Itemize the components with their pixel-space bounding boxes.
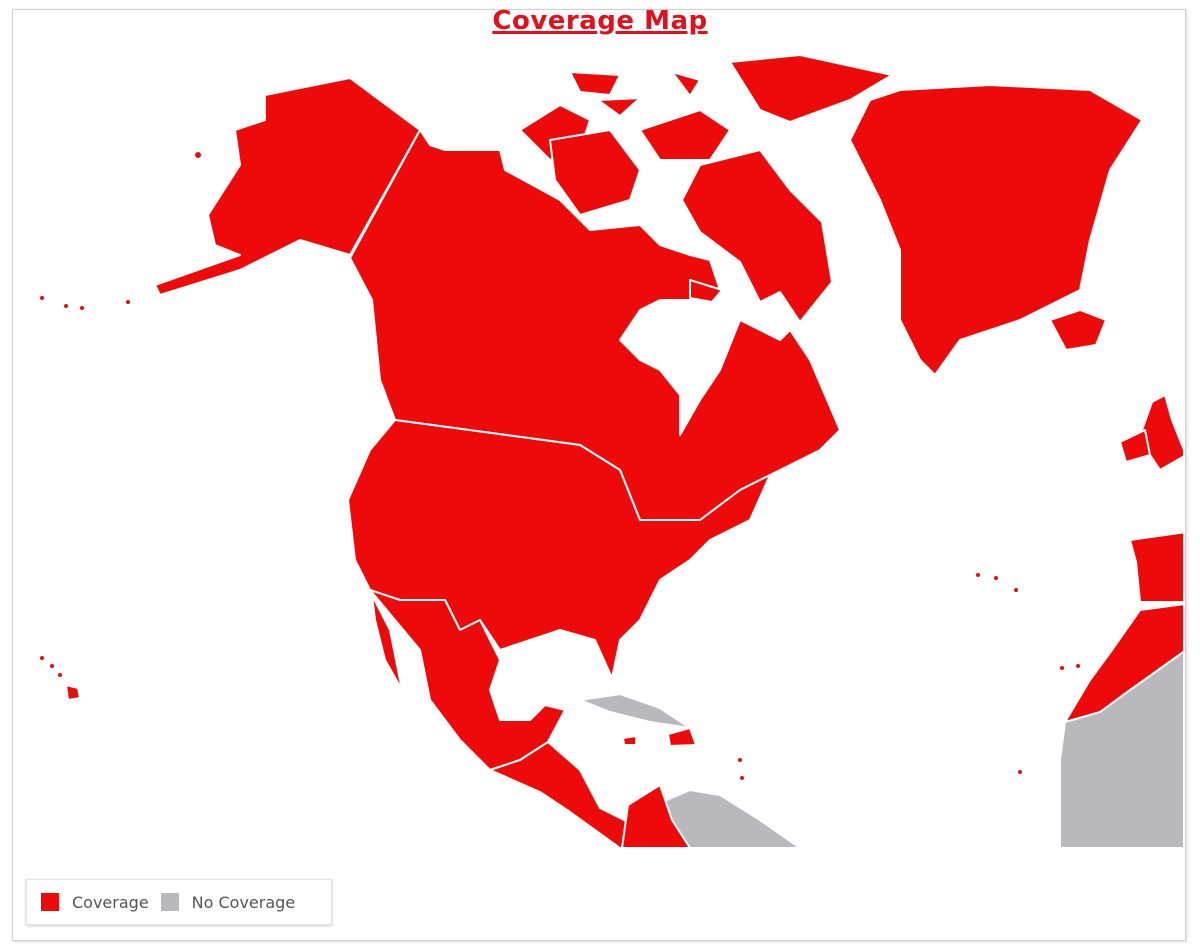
region-cuba[interactable] (579, 693, 691, 729)
region-lesser-antilles[interactable] (736, 756, 744, 764)
region-aleutians[interactable] (62, 302, 70, 310)
region-baffin-island[interactable] (681, 149, 833, 323)
region-jamaica[interactable] (622, 735, 637, 746)
coverage-swatch (41, 893, 59, 911)
region-ireland[interactable] (1119, 429, 1151, 463)
region-hispaniola[interactable] (667, 727, 697, 747)
no-coverage-swatch (160, 893, 179, 911)
legend-coverage-label: Coverage (72, 892, 149, 912)
region-iberia[interactable] (1129, 530, 1200, 603)
region-hawaii[interactable] (38, 654, 46, 662)
region-canary-islands[interactable] (1074, 662, 1082, 670)
region-azores[interactable] (992, 574, 1000, 582)
region-aleutians[interactable] (78, 304, 86, 312)
region-arctic-island[interactable] (569, 71, 621, 96)
region-arctic-island[interactable] (671, 71, 701, 97)
region-baja-california[interactable] (371, 594, 403, 691)
region-iceland[interactable] (1049, 309, 1107, 351)
region-aleutians[interactable] (38, 294, 46, 302)
region-canary-islands[interactable] (1058, 664, 1066, 672)
region-hawaii[interactable] (65, 684, 81, 701)
region-arctic-island[interactable] (597, 97, 641, 117)
region-lesser-antilles[interactable] (738, 774, 746, 782)
region-aleutians[interactable] (124, 298, 132, 306)
region-colombia[interactable] (621, 784, 691, 848)
region-mexico[interactable] (369, 589, 566, 771)
region-azores[interactable] (974, 571, 982, 579)
legend-no-coverage-label: No Coverage (191, 892, 296, 912)
region-azores[interactable] (1012, 586, 1020, 594)
map-legend: Coverage No Coverage (26, 879, 332, 925)
region-arctic-island[interactable] (549, 129, 641, 216)
region-arctic-island[interactable] (689, 279, 723, 303)
region-ellesmere-island[interactable] (729, 54, 893, 123)
region-morocco[interactable] (1064, 602, 1200, 723)
region-south-america[interactable] (654, 789, 801, 848)
page-title: Coverage Map (492, 6, 708, 36)
region-hawaii[interactable] (48, 662, 56, 670)
region-cape-verde[interactable] (1016, 768, 1024, 776)
region-hawaii[interactable] (56, 671, 64, 679)
map-frame (12, 9, 1186, 941)
region-greenland[interactable] (849, 84, 1143, 376)
region-arctic-island[interactable] (639, 109, 731, 161)
region-united-kingdom[interactable] (1141, 394, 1186, 471)
region-aleutians[interactable] (193, 150, 203, 160)
